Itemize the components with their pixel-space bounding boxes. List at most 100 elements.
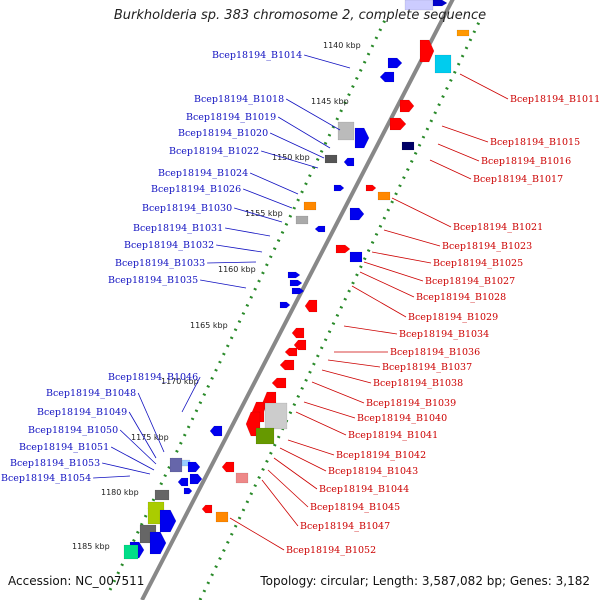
gene-feature[interactable] [291,287,305,295]
kbp-tick-label: 1155 kbp [245,209,283,218]
gene-feature[interactable] [456,29,470,37]
gene-feature[interactable] [379,71,395,83]
right-gene-label[interactable]: Bcep18194_B1023 [442,241,532,252]
left-leader-line [216,244,263,253]
right-gene-label[interactable]: Bcep18194_B1029 [408,312,498,323]
left-gene-label[interactable]: Bcep18194_B1046 [108,372,198,383]
gene-feature[interactable] [169,457,183,473]
left-gene-label[interactable]: Bcep18194_B1032 [124,240,214,251]
left-gene-label[interactable]: Bcep18194_B1020 [178,128,268,139]
gene-feature[interactable] [314,225,326,233]
gene-feature[interactable] [335,244,351,254]
kbp-tick-label: 1140 kbp [323,41,361,50]
gene-feature[interactable] [264,402,288,430]
left-gene-label[interactable]: Bcep18194_B1031 [133,223,223,234]
right-gene-label[interactable]: Bcep18194_B1036 [390,347,480,358]
right-gene-label[interactable]: Bcep18194_B1043 [328,466,418,477]
gene-feature[interactable] [159,509,177,533]
gene-feature[interactable] [221,461,235,473]
gene-feature[interactable] [189,473,203,485]
right-gene-label[interactable]: Bcep18194_B1028 [416,292,506,303]
gene-feature[interactable] [377,191,391,201]
gene-feature[interactable] [343,157,355,167]
gene-feature[interactable] [279,359,295,371]
right-gene-label[interactable]: Bcep18194_B1042 [336,450,426,461]
left-gene-label[interactable]: Bcep18194_B1051 [19,442,109,453]
right-gene-label[interactable]: Bcep18194_B1027 [425,276,515,287]
right-leader-line [441,125,489,143]
gene-feature[interactable] [349,251,363,263]
right-gene-label[interactable]: Bcep18194_B1039 [366,398,456,409]
gene-feature[interactable] [419,39,435,63]
gene-feature[interactable] [201,504,213,514]
right-gene-label[interactable]: Bcep18194_B1011 [510,94,600,105]
gene-feature[interactable] [401,141,415,151]
gene-feature[interactable] [333,184,345,192]
left-leader-line [285,98,341,131]
gene-feature[interactable] [177,477,189,487]
left-tick-track [108,19,387,591]
gene-feature[interactable] [304,299,318,313]
gene-feature[interactable] [349,207,365,221]
gene-feature[interactable] [154,489,170,501]
left-gene-label[interactable]: Bcep18194_B1035 [108,275,198,286]
gene-feature[interactable] [235,472,249,484]
gene-feature[interactable] [209,425,223,437]
gene-feature[interactable] [271,377,287,389]
gene-feature[interactable] [183,487,193,495]
left-gene-label[interactable]: Bcep18194_B1054 [1,473,91,484]
right-gene-label[interactable]: Bcep18194_B1021 [453,222,543,233]
gene-feature[interactable] [404,0,434,11]
right-gene-label[interactable]: Bcep18194_B1037 [382,362,472,373]
right-gene-label[interactable]: Bcep18194_B1047 [300,521,390,532]
left-gene-label[interactable]: Bcep18194_B1048 [46,388,136,399]
gene-feature[interactable] [434,54,452,74]
right-gene-label[interactable]: Bcep18194_B1045 [310,502,400,513]
gene-feature[interactable] [295,215,309,225]
gene-feature[interactable] [279,301,291,309]
left-leader-line [110,446,155,471]
gene-feature[interactable] [284,347,298,357]
gene-feature[interactable] [123,544,139,560]
left-gene-label[interactable]: Bcep18194_B1049 [37,407,127,418]
gene-feature[interactable] [432,0,448,7]
gene-feature[interactable] [187,461,201,473]
gene-feature[interactable] [287,271,301,279]
gene-feature[interactable] [293,339,307,351]
left-gene-label[interactable]: Bcep18194_B1026 [151,184,241,195]
left-gene-label[interactable]: Bcep18194_B1050 [28,425,118,436]
right-gene-label[interactable]: Bcep18194_B1052 [286,545,376,556]
right-gene-label[interactable]: Bcep18194_B1034 [399,329,489,340]
gene-feature[interactable] [365,184,377,192]
gene-feature[interactable] [389,117,407,131]
right-gene-label[interactable]: Bcep18194_B1017 [473,174,563,185]
right-gene-label[interactable]: Bcep18194_B1025 [433,258,523,269]
left-gene-label[interactable]: Bcep18194_B1030 [142,203,232,214]
right-gene-label[interactable]: Bcep18194_B1044 [319,484,409,495]
gene-feature[interactable] [149,531,167,555]
left-gene-label[interactable]: Bcep18194_B1018 [194,94,284,105]
gene-feature[interactable] [289,279,303,287]
gene-feature[interactable] [399,99,415,113]
gene-feature[interactable] [337,121,355,141]
right-leader-line [295,411,347,436]
right-gene-label[interactable]: Bcep18194_B1015 [490,137,580,148]
gene-feature[interactable] [291,327,305,339]
gene-feature[interactable] [255,427,275,445]
left-gene-label[interactable]: Bcep18194_B1019 [186,112,276,123]
right-gene-label[interactable]: Bcep18194_B1040 [357,413,447,424]
right-gene-label[interactable]: Bcep18194_B1041 [348,430,438,441]
left-gene-label[interactable]: Bcep18194_B1033 [115,258,205,269]
gene-feature[interactable] [324,154,338,164]
gene-feature[interactable] [387,57,403,69]
left-gene-label[interactable]: Bcep18194_B1053 [10,458,100,469]
gene-feature[interactable] [354,127,370,149]
left-gene-label[interactable]: Bcep18194_B1014 [212,50,302,61]
gene-feature[interactable] [215,511,229,523]
right-gene-label[interactable]: Bcep18194_B1038 [373,378,463,389]
right-gene-label[interactable]: Bcep18194_B1016 [481,156,571,167]
left-gene-label[interactable]: Bcep18194_B1024 [158,168,248,179]
left-gene-label[interactable]: Bcep18194_B1022 [169,146,259,157]
right-leader-line [311,381,365,404]
gene-feature[interactable] [303,201,317,211]
